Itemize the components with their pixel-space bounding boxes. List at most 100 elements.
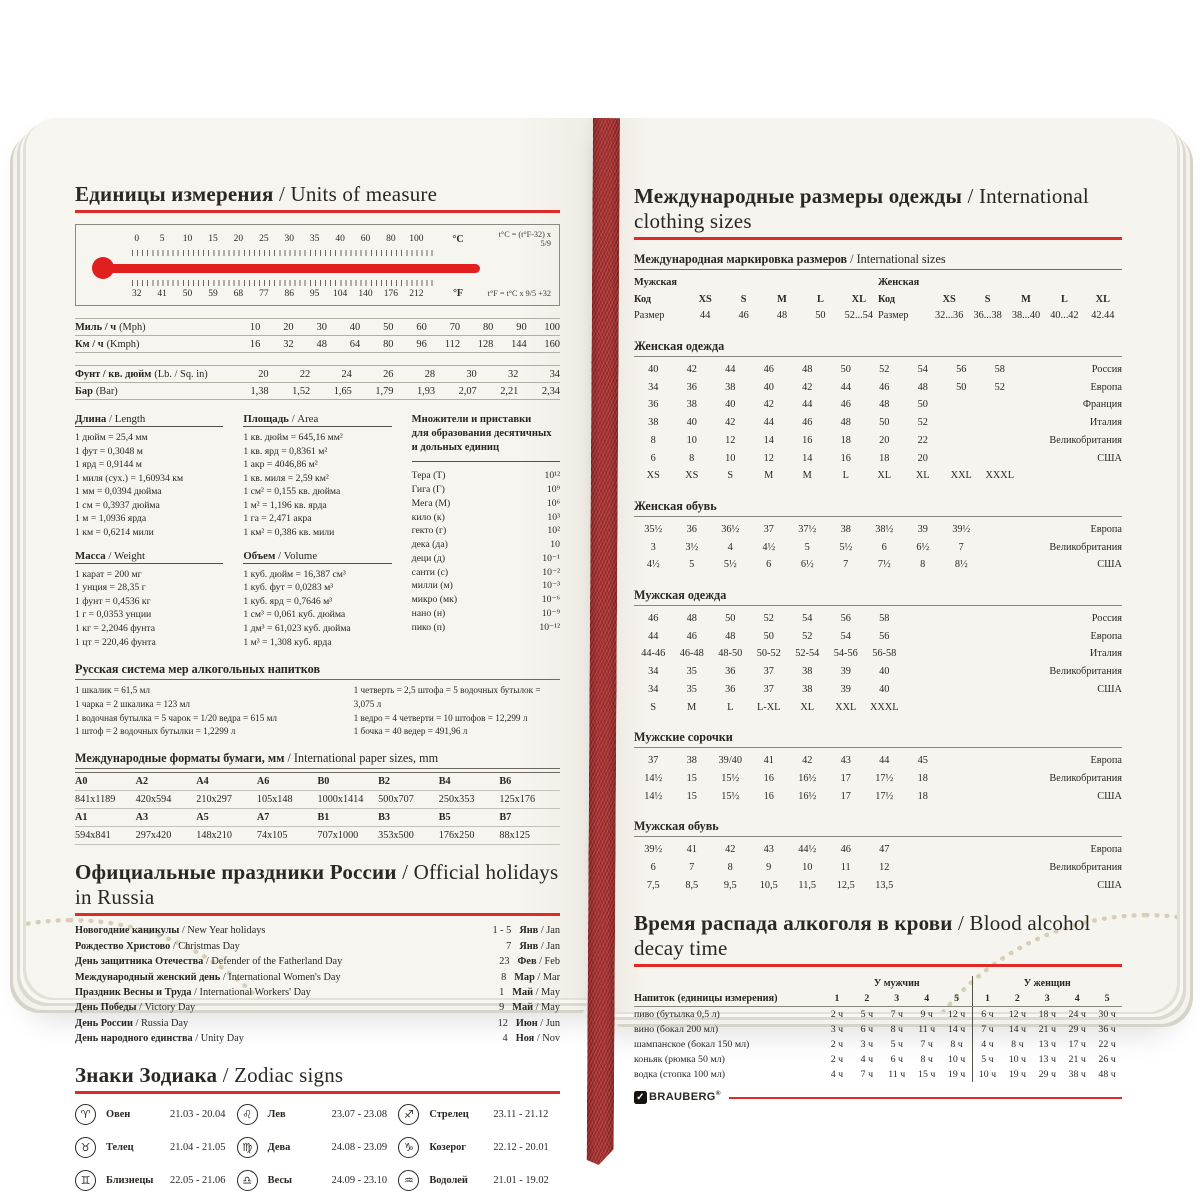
size-cell: 34: [648, 666, 659, 678]
size-cell: [942, 450, 981, 468]
size-cell: 11,5: [798, 879, 817, 891]
size-cell: 56: [956, 364, 967, 376]
size-cell: 18: [917, 790, 928, 802]
size-value-cell: 40...42: [1050, 310, 1079, 322]
size-cell: 17½: [875, 772, 894, 784]
unit-name-en: (Lb. / Sq. in): [154, 368, 208, 380]
prefixes-title-line: Множители и приставки: [411, 414, 532, 425]
size-cell: 44: [725, 364, 736, 376]
country-label: США: [1097, 559, 1122, 571]
size-cell: [942, 628, 981, 646]
hours-cell: 5 ч: [890, 1039, 903, 1051]
holiday-row: День защитника ОтечестваDefender of the …: [75, 954, 560, 969]
footer-rule: [728, 1096, 1122, 1100]
paper-cell: A0: [75, 776, 88, 788]
size-cell: 38: [686, 755, 697, 767]
prefix-value: 10⁻³: [542, 580, 560, 592]
holiday-date: 23 ФевFeb: [499, 954, 560, 969]
size-cell: [904, 859, 943, 877]
hours-cell: 29 ч: [1038, 1069, 1056, 1081]
prefix-row: дека (да) 10: [412, 538, 560, 552]
men-header: У мужчин: [873, 978, 920, 990]
size-cell: [904, 681, 943, 699]
size-cell: 4½: [762, 541, 776, 553]
area-list: 1 кв. дюйм = 645,16 мм² 1 кв. ярд = 0,836…: [243, 431, 391, 540]
size-cell: 44-46: [641, 648, 666, 660]
column-length-mass: ДлинаLength 1 дюйм = 25,4 мм 1 фут = 0,30…: [75, 413, 224, 649]
size-code-cell: XS: [942, 293, 956, 305]
value-cell: 2,34: [541, 385, 560, 397]
size-cell: M: [687, 701, 697, 713]
size-cell: [942, 681, 981, 699]
zodiac-name: Овен: [106, 1108, 131, 1120]
size-cell: 12,5: [836, 879, 855, 891]
size-cell: XL: [800, 701, 815, 713]
country-label: США: [1097, 790, 1122, 802]
country-label: США: [1097, 879, 1122, 891]
holiday-month: МайMay: [512, 987, 560, 998]
fahrenheit-tick-label: 59: [208, 288, 218, 299]
size-cell: 37½: [798, 523, 817, 535]
size-cell: 43: [840, 755, 851, 767]
prefix-name: милли (м): [411, 580, 453, 592]
value-cell: 1,52: [292, 385, 311, 397]
size-cell: 6: [766, 559, 772, 571]
holiday-month-ru: Май: [512, 987, 534, 999]
alcohol-measures-section: Русская система мер алкогольных напитков…: [75, 662, 560, 739]
size-table-row: 44-46 46-48 48-50 50-52 52-54 54-56 56-58 Итали…: [634, 645, 1122, 663]
prefix-value: 10⁻²: [542, 566, 560, 578]
holiday-name-ru: День Победы: [75, 1002, 137, 1014]
holiday-name-ru: День народного единства: [75, 1033, 193, 1045]
clothing-section-title: Мужская одежда: [634, 588, 1122, 607]
size-cell: XL: [877, 470, 892, 482]
clothing-size-sections: Женская одежда 40 42 44 46 48 50 52 54 56 58 Россия…: [634, 339, 1122, 894]
holiday-day: 7: [506, 940, 512, 952]
unit-count-cell: 5: [1104, 993, 1110, 1005]
size-cell: S: [727, 470, 734, 482]
size-cell: 47: [879, 844, 890, 856]
size-cell: [904, 610, 943, 628]
paper-cell: 707x1000: [317, 830, 359, 842]
thermometer-bar: [84, 257, 551, 279]
size-cell: L: [727, 701, 734, 713]
alcohol-decay-table: У мужчин У женщин Напиток (единицы измер…: [634, 976, 1122, 1083]
size-cell: 10: [686, 434, 697, 446]
size-cell: 40: [725, 399, 736, 411]
holiday-month-en: Jun: [538, 1018, 560, 1029]
country-label: [1019, 467, 1122, 485]
size-cell: 46: [686, 630, 697, 642]
size-cell: 7: [958, 541, 964, 553]
ruler-ticks-bottom: [132, 280, 437, 286]
zodiac-name: Козерог: [429, 1141, 467, 1153]
prefix-value: 10⁹: [546, 484, 560, 496]
clothing-section: Мужские сорочки 37 38 39/40 41 42 43 44 45 Европа…: [634, 730, 1122, 805]
holiday-month-ru: Фев: [517, 956, 537, 968]
value-cell: 32: [507, 368, 519, 380]
thermometer-chart: 0 5 10 15 20 25 30 35 40 60 80 100 °C t°C = (t°F-32…: [75, 224, 560, 306]
fahrenheit-row: 32 41 50 59 68 77 86 95 104 140 176 212 °F t°F = t°…: [84, 288, 551, 299]
prefix-row: деци (д) 10⁻¹: [412, 552, 560, 566]
prefix-name: кило (к): [411, 511, 445, 523]
size-cell: 10,5: [759, 879, 778, 891]
size-cell: 36: [725, 666, 736, 678]
row-label: Миль / ч (Mph): [75, 322, 227, 333]
size-cell: 58: [879, 613, 890, 625]
paper-cell: B6: [499, 776, 512, 788]
size-cell: [942, 432, 981, 450]
clothing-section-title: Женская одежда: [634, 339, 1122, 358]
hours-cell: 30 ч: [1098, 1009, 1116, 1021]
paper-cell: 74x105: [256, 830, 288, 842]
right-page-content: Международные размеры одеждыInternationa…: [601, 118, 1177, 1105]
paper-sizes-title: Международные форматы бумаги, ммInternat…: [75, 751, 560, 770]
size-cell: 40: [879, 666, 890, 678]
size-table-row: 46 48 50 52 54 56 58 Россия: [634, 610, 1122, 628]
value-cell: 64: [349, 338, 361, 350]
holiday-month-ru: Янв: [519, 925, 539, 937]
size-cell: M: [764, 470, 774, 482]
hours-cell: 21 ч: [1068, 1054, 1086, 1066]
size-value-cell: 32...36: [935, 310, 964, 322]
drink-label: вино (бокал 200 мл): [634, 1024, 719, 1036]
holiday-day: 12: [497, 1017, 508, 1029]
right-page-footer: ✓ BRAUBERG ®: [634, 1091, 1122, 1105]
holiday-month-en: May: [533, 1002, 560, 1013]
